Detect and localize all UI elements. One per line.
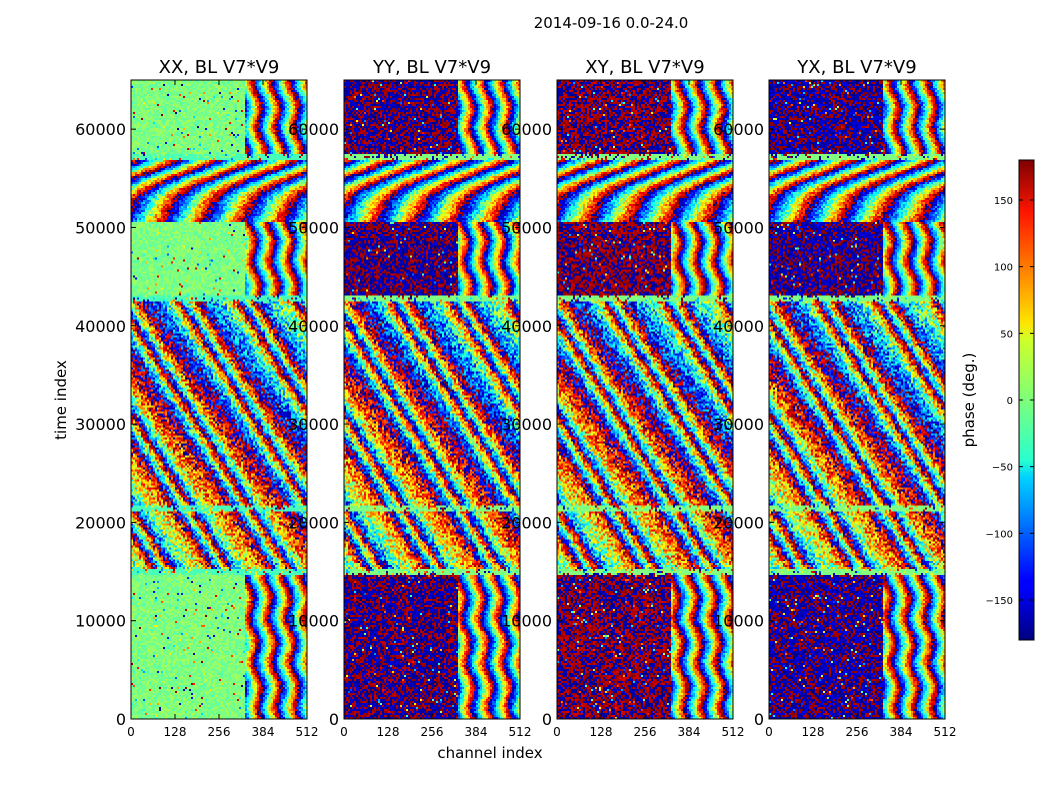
- y-tick-label: 10000: [288, 612, 339, 631]
- x-tick-label: 512: [509, 725, 532, 739]
- x-tick-label: 128: [802, 725, 825, 739]
- y-tick-label: 50000: [501, 218, 552, 237]
- x-tick-label: 384: [252, 725, 275, 739]
- x-tick-label: 512: [722, 725, 745, 739]
- colorbar-label: phase (deg.): [960, 353, 978, 448]
- colorbar-tick-label: −150: [986, 596, 1013, 607]
- phase-heatmap-image: [557, 80, 733, 719]
- phase-heatmap: [344, 80, 520, 719]
- x-tick-label: 384: [890, 725, 913, 739]
- colorbar-tick-label: 100: [994, 263, 1013, 274]
- panel-title: XX, BL V7*V9: [159, 57, 280, 78]
- y-axis-label: time index: [52, 360, 70, 440]
- y-tick-label: 10000: [713, 612, 764, 631]
- panel-title: XY, BL V7*V9: [585, 57, 704, 78]
- phase-heatmap-image: [344, 80, 520, 719]
- y-tick-label: 40000: [75, 317, 126, 336]
- panel-4: YX, BL V7*V9 0 128 256 384 512 0 10000 20000 3000…: [713, 57, 956, 739]
- y-tick-label: 60000: [713, 120, 764, 139]
- y-tick-label: 50000: [713, 218, 764, 237]
- colorbar: −150 −100 −50 0 50 100 150 phase (deg.): [960, 159, 1035, 641]
- y-tick-label: 60000: [501, 120, 552, 139]
- y-tick-label: 30000: [75, 415, 126, 434]
- y-tick-label: 30000: [288, 415, 339, 434]
- panel-title: YY, BL V7*V9: [372, 57, 491, 78]
- panels: XX, BL V7*V9 0 128 256 384 512 0 10000 20000 3000…: [75, 57, 956, 739]
- colorbar-ticks: −150 −100 −50 0 50 100 150: [986, 196, 1034, 607]
- x-tick-label: 256: [634, 725, 657, 739]
- figure-suptitle: 2014-09-16 0.0-24.0: [534, 14, 689, 32]
- y-tick-label: 0: [329, 710, 339, 729]
- colorbar-tick-label: −100: [986, 529, 1013, 540]
- colorbar-tick-label: 50: [1000, 329, 1013, 340]
- y-tick-label: 10000: [501, 612, 552, 631]
- panel-1: XX, BL V7*V9 0 128 256 384 512 0 10000 20000 3000…: [75, 57, 318, 739]
- x-tick-label: 128: [377, 725, 400, 739]
- phase-heatmap-image: [131, 80, 307, 719]
- colorbar-tick-label: −50: [992, 463, 1013, 474]
- x-tick-label: 256: [421, 725, 444, 739]
- y-tick-label: 0: [754, 710, 764, 729]
- x-tick-label: 0: [553, 725, 561, 739]
- y-tick-label: 30000: [713, 415, 764, 434]
- y-tick-label: 40000: [288, 317, 339, 336]
- panel-3: XY, BL V7*V9 0 128 256 384 512 0 10000 20000 3000…: [501, 57, 744, 739]
- y-tick-label: 20000: [713, 513, 764, 532]
- x-tick-label: 128: [164, 725, 187, 739]
- y-tick-label: 0: [116, 710, 126, 729]
- x-tick-label: 256: [846, 725, 869, 739]
- x-tick-label: 256: [208, 725, 231, 739]
- x-tick-label: 512: [296, 725, 319, 739]
- x-tick-label: 512: [934, 725, 957, 739]
- x-tick-label: 0: [340, 725, 348, 739]
- phase-heatmap: [131, 80, 307, 719]
- y-tick-label: 30000: [501, 415, 552, 434]
- y-tick-label: 20000: [501, 513, 552, 532]
- x-tick-label: 0: [127, 725, 135, 739]
- y-tick-label: 20000: [75, 513, 126, 532]
- x-tick-label: 384: [465, 725, 488, 739]
- y-tick-label: 60000: [75, 120, 126, 139]
- colorbar-tick-label: 150: [994, 196, 1013, 207]
- phase-heatmap: [557, 80, 733, 719]
- x-axis-label: channel index: [437, 744, 542, 762]
- panel-2: YY, BL V7*V9 0 128 256 384 512 0 10000 20000 3000…: [288, 57, 531, 739]
- x-tick-label: 128: [590, 725, 613, 739]
- colorbar-tick-label: 0: [1007, 396, 1013, 407]
- y-tick-label: 20000: [288, 513, 339, 532]
- y-tick-label: 0: [542, 710, 552, 729]
- panel-title: YX, BL V7*V9: [796, 57, 916, 78]
- y-tick-label: 40000: [713, 317, 764, 336]
- y-tick-label: 40000: [501, 317, 552, 336]
- y-tick-label: 50000: [288, 218, 339, 237]
- y-tick-label: 60000: [288, 120, 339, 139]
- y-tick-label: 50000: [75, 218, 126, 237]
- y-tick-label: 10000: [75, 612, 126, 631]
- phase-heatmap: [769, 80, 945, 719]
- x-tick-label: 384: [678, 725, 701, 739]
- x-tick-label: 0: [765, 725, 773, 739]
- phase-heatmap-image: [769, 80, 945, 719]
